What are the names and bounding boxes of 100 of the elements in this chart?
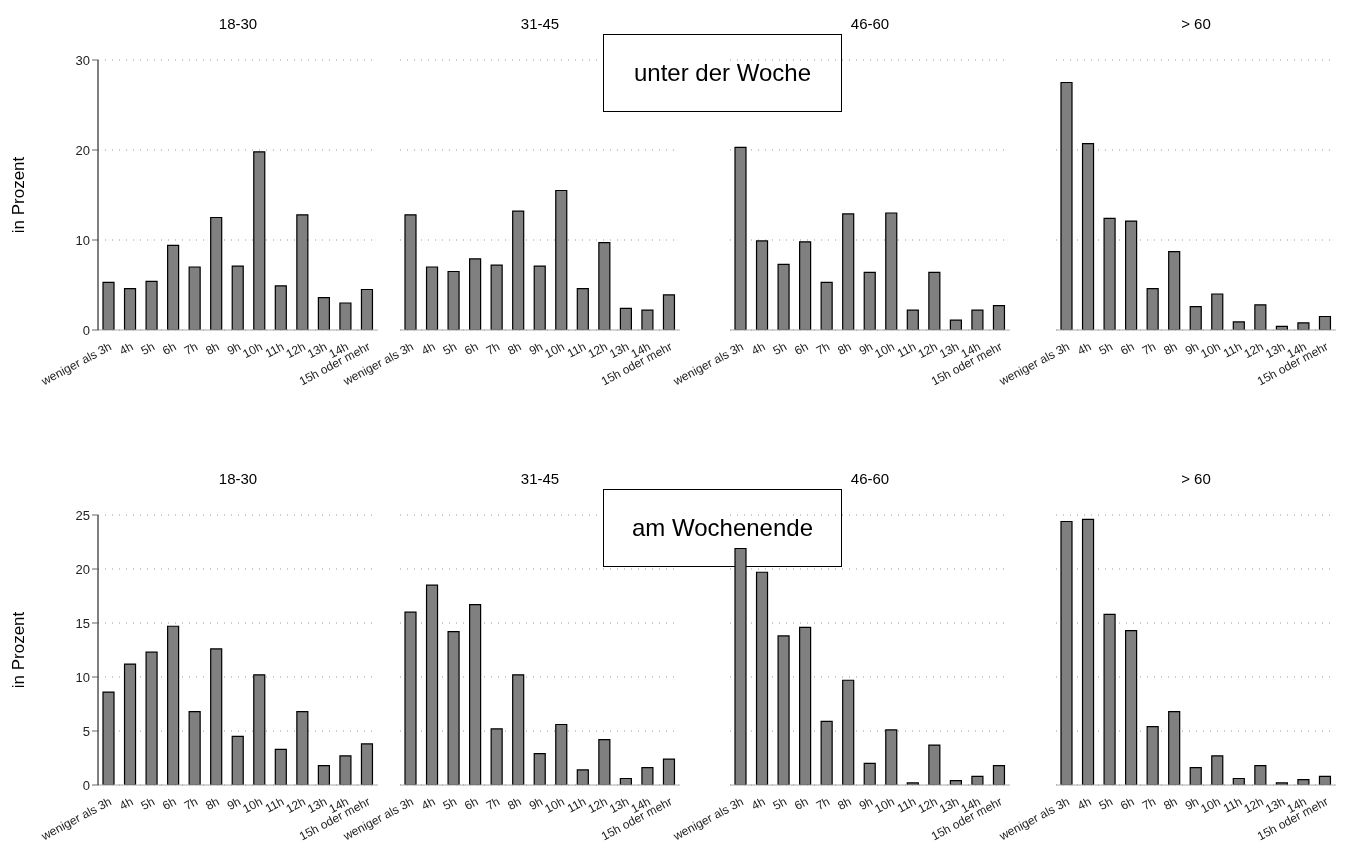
x-tick-label: 5h <box>1096 339 1116 358</box>
bar <box>274 285 287 330</box>
x-tick-label: 6h <box>462 794 481 813</box>
x-tick-label: 13h <box>937 794 962 817</box>
bar <box>469 258 482 330</box>
x-tick-label: 5h <box>138 339 158 358</box>
bar <box>447 270 460 330</box>
bar <box>1168 251 1181 330</box>
x-tick-label: 8h <box>203 339 222 358</box>
bar <box>1103 613 1116 785</box>
x-tick-label: 8h <box>203 794 222 813</box>
x-tick-label: 4h <box>419 339 438 358</box>
bar <box>1146 726 1159 785</box>
x-tick-label: 7h <box>181 794 201 813</box>
chart-title: 31-45 <box>519 14 561 34</box>
bar <box>102 281 115 330</box>
bar <box>296 214 309 330</box>
chart-title: 46-60 <box>849 469 891 489</box>
x-tick-label: 5h <box>440 339 460 358</box>
y-axis-title: in Prozent <box>9 156 29 234</box>
x-tick-label: 13h <box>607 339 632 362</box>
y-axis-title: in Prozent <box>9 611 29 689</box>
x-tick-label: 7h <box>181 339 201 358</box>
x-tick-label: 13h <box>305 794 330 817</box>
bar <box>512 674 525 785</box>
bar <box>1060 520 1073 785</box>
bar <box>490 728 503 785</box>
x-tick-label: 6h <box>1118 794 1137 813</box>
bar <box>253 674 266 785</box>
x-tick-label: 8h <box>1161 794 1180 813</box>
bar <box>971 309 984 330</box>
bar <box>167 625 180 785</box>
bar <box>1318 315 1332 330</box>
bar <box>1254 764 1267 785</box>
bar <box>949 319 962 330</box>
bar <box>102 691 115 785</box>
x-tick-label: 4h <box>749 794 768 813</box>
bar <box>1189 306 1202 330</box>
chart-title: 31-45 <box>519 469 561 489</box>
bar <box>145 651 158 785</box>
x-tick-label: 8h <box>505 339 524 358</box>
bar <box>1103 217 1116 330</box>
x-tick-label: 7h <box>1139 339 1159 358</box>
bar <box>885 729 898 785</box>
bar <box>1125 629 1138 785</box>
bar <box>253 151 266 330</box>
x-tick-label: 6h <box>792 339 811 358</box>
bar <box>928 271 941 330</box>
bar <box>123 288 137 330</box>
bar <box>777 635 790 785</box>
bar <box>1060 81 1073 330</box>
bar <box>842 213 855 330</box>
x-tick-label: 13h <box>937 339 962 362</box>
bar <box>425 266 439 330</box>
x-tick-label: 8h <box>835 339 854 358</box>
bar <box>863 762 876 785</box>
chart-title: > 60 <box>1180 469 1212 489</box>
x-tick-label: 5h <box>770 794 790 813</box>
bar <box>755 571 769 785</box>
bar <box>734 146 747 330</box>
bar <box>1211 293 1224 330</box>
bar <box>533 265 546 330</box>
bar <box>598 739 611 785</box>
x-tick-label: 7h <box>813 794 833 813</box>
bar <box>210 648 223 785</box>
bar <box>863 271 876 330</box>
bar <box>641 309 654 330</box>
x-tick-label: 6h <box>1118 339 1137 358</box>
bar <box>425 584 439 785</box>
x-tick-label: 8h <box>835 794 854 813</box>
bar <box>1297 322 1310 330</box>
bar <box>992 764 1006 785</box>
x-tick-label: 13h <box>1263 794 1288 817</box>
bar <box>188 266 201 330</box>
bar <box>469 604 482 785</box>
bar <box>447 631 460 785</box>
bar <box>167 244 180 330</box>
bar <box>533 753 546 785</box>
bar <box>641 767 654 785</box>
x-tick-label: 5h <box>770 339 790 358</box>
bar <box>1168 710 1181 785</box>
bar <box>360 288 374 330</box>
x-tick-label: 13h <box>1263 339 1288 362</box>
bar <box>885 212 898 330</box>
annotation: unter der Woche <box>603 34 842 112</box>
bar <box>777 263 790 330</box>
bar <box>842 679 855 785</box>
y-tick-label: 20 <box>75 561 90 577</box>
y-tick-label: 20 <box>75 142 90 158</box>
x-tick-label: 4h <box>749 339 768 358</box>
x-tick-label: 6h <box>462 339 481 358</box>
x-tick-label: 4h <box>1075 794 1094 813</box>
bar <box>1081 518 1095 785</box>
x-tick-label: 6h <box>160 794 179 813</box>
x-tick-label: 6h <box>792 794 811 813</box>
chart-title: 18-30 <box>217 469 259 489</box>
x-tick-label: 4h <box>419 794 438 813</box>
chart-title: 46-60 <box>849 14 891 34</box>
x-tick-label: 7h <box>1139 794 1159 813</box>
bar <box>274 748 287 785</box>
